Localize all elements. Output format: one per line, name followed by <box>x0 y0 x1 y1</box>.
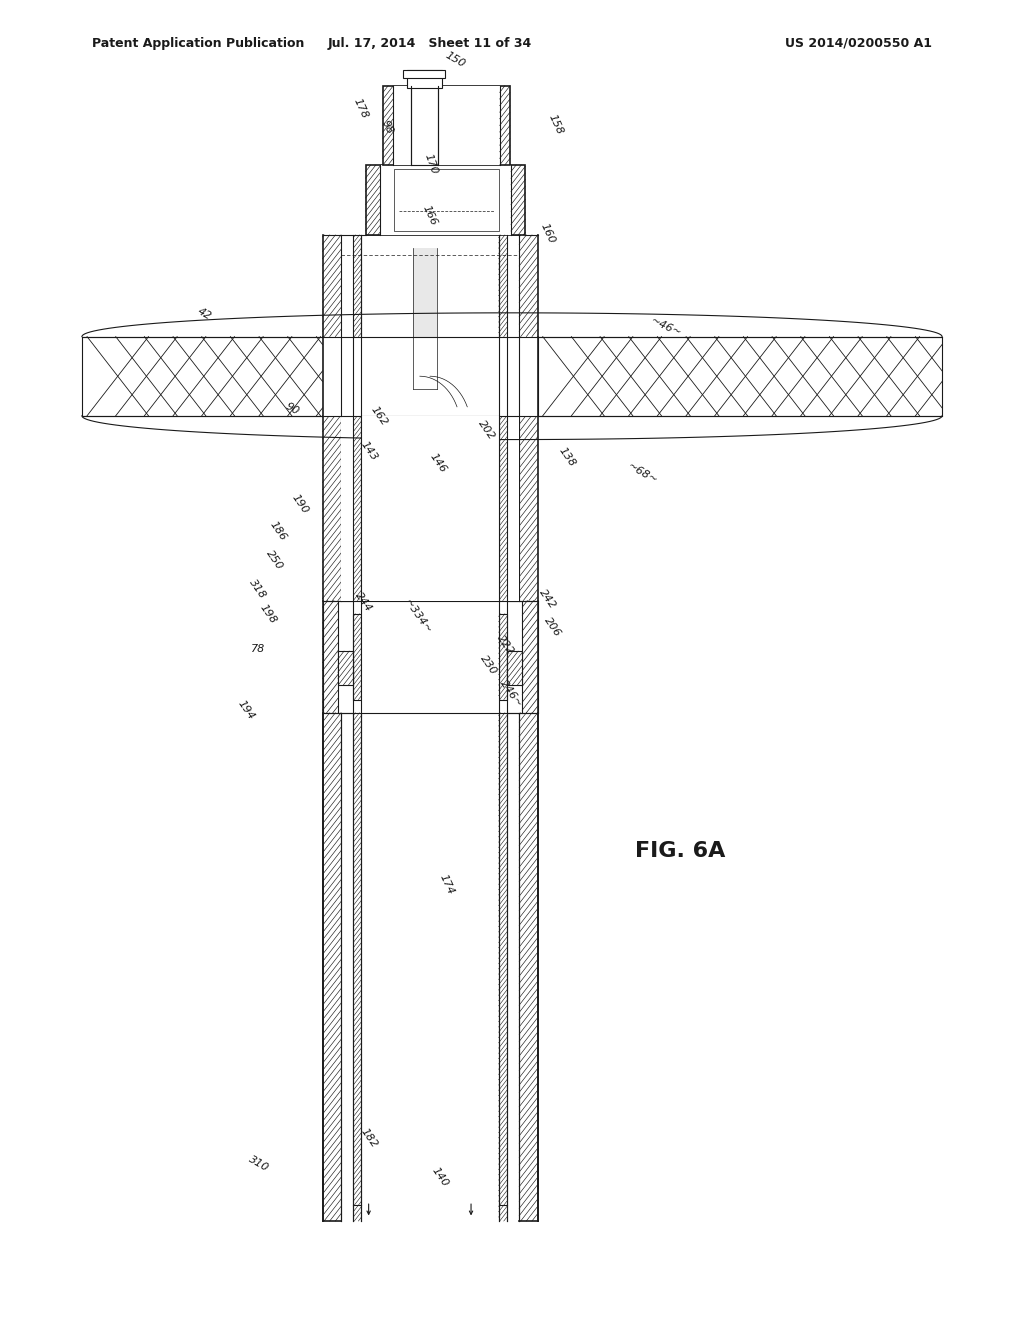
Bar <box>361 601 499 713</box>
Bar <box>538 337 942 416</box>
Text: ~46~: ~46~ <box>648 315 683 339</box>
Text: 146: 146 <box>428 451 449 475</box>
Text: 222: 222 <box>496 634 516 657</box>
Bar <box>361 235 499 337</box>
Text: 138: 138 <box>557 445 578 469</box>
Bar <box>403 70 445 78</box>
Bar <box>82 337 323 416</box>
Text: 158: 158 <box>547 112 565 136</box>
Bar <box>338 651 353 685</box>
Bar <box>380 165 511 235</box>
Bar <box>323 601 338 713</box>
Text: 78: 78 <box>251 644 265 655</box>
Text: 206: 206 <box>543 615 563 639</box>
Bar <box>522 601 538 713</box>
Bar <box>413 248 437 389</box>
Text: 162: 162 <box>369 404 389 428</box>
Bar <box>394 169 499 231</box>
Text: 242: 242 <box>538 587 558 611</box>
Text: 42: 42 <box>197 306 213 322</box>
Text: 244: 244 <box>353 590 374 614</box>
Text: 186: 186 <box>268 519 289 543</box>
Ellipse shape <box>416 385 434 401</box>
Text: ~68~: ~68~ <box>627 461 659 487</box>
Bar <box>507 416 519 601</box>
Text: 194: 194 <box>236 698 256 722</box>
Bar <box>323 337 538 416</box>
Text: 170: 170 <box>423 152 439 176</box>
Text: 246~: 246~ <box>498 678 524 710</box>
Bar <box>353 614 361 700</box>
Bar <box>361 713 499 1221</box>
Text: Jul. 17, 2014   Sheet 11 of 34: Jul. 17, 2014 Sheet 11 of 34 <box>328 37 532 50</box>
Text: 166: 166 <box>421 203 439 227</box>
Text: 143: 143 <box>358 440 379 463</box>
Bar <box>507 713 519 1221</box>
Text: 98: 98 <box>380 119 394 135</box>
Text: 230: 230 <box>478 653 499 677</box>
Text: 198: 198 <box>258 602 279 626</box>
Bar <box>407 70 442 88</box>
Bar <box>383 86 510 165</box>
Text: 140: 140 <box>430 1166 451 1189</box>
Text: 160: 160 <box>539 222 557 246</box>
Text: 318: 318 <box>248 577 268 601</box>
Bar <box>361 416 499 601</box>
Text: 150: 150 <box>444 50 467 69</box>
Text: ~334~: ~334~ <box>402 597 433 636</box>
Bar <box>393 86 500 165</box>
Bar <box>507 651 522 685</box>
Bar <box>411 86 438 165</box>
Text: 90: 90 <box>284 401 300 417</box>
Text: Patent Application Publication: Patent Application Publication <box>92 37 304 50</box>
Text: 202: 202 <box>476 418 497 442</box>
Bar <box>341 235 353 337</box>
Text: 310: 310 <box>248 1155 270 1173</box>
Bar <box>341 713 353 1221</box>
Bar <box>499 614 507 700</box>
Text: 182: 182 <box>358 1126 379 1150</box>
Bar <box>507 235 519 337</box>
Bar <box>341 416 353 601</box>
Bar <box>366 165 525 235</box>
Text: 178: 178 <box>351 96 370 120</box>
Text: FIG. 6A: FIG. 6A <box>635 841 725 862</box>
Text: 190: 190 <box>290 492 310 516</box>
Text: 174: 174 <box>437 873 456 896</box>
Text: US 2014/0200550 A1: US 2014/0200550 A1 <box>784 37 932 50</box>
Text: 250: 250 <box>264 548 285 572</box>
